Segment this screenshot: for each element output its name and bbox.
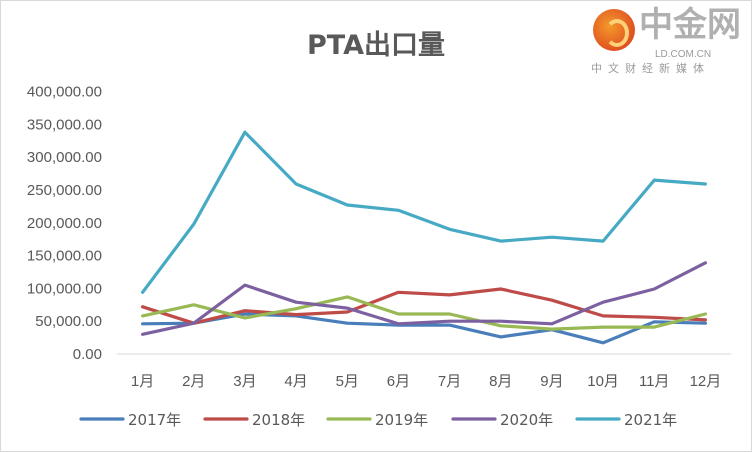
legend-label: 2019年: [375, 411, 428, 429]
legend-label: 2018年: [252, 411, 305, 429]
x-tick-label: 6月: [387, 373, 410, 390]
series-line-2020年: [141, 261, 708, 336]
y-tick-label: 100,000.00: [27, 280, 102, 297]
x-tick-label: 3月: [233, 373, 256, 390]
watermark-url: LD.COM.CN: [655, 49, 712, 60]
x-tick-label: 12月: [690, 373, 722, 390]
x-tick-label: 7月: [438, 373, 461, 390]
watermark-name: 中金网: [639, 5, 741, 45]
x-tick-label: 10月: [587, 373, 619, 390]
y-tick-label: 200,000.00: [27, 215, 102, 232]
series-line-2021年: [141, 130, 708, 294]
series-line-2018年: [141, 287, 708, 325]
y-tick-label: 150,000.00: [27, 248, 102, 265]
y-tick-label: 250,000.00: [27, 182, 102, 199]
x-tick-label: 9月: [540, 373, 563, 390]
x-tick-label: 8月: [489, 373, 512, 390]
legend-label: 2017年: [128, 411, 181, 429]
y-tick-label: 400,000.00: [27, 84, 102, 101]
x-tick-label: 11月: [639, 373, 670, 390]
x-tick-label: 1月: [131, 373, 154, 390]
y-tick-label: 300,000.00: [27, 149, 102, 166]
y-tick-label: 0.00: [73, 346, 102, 363]
watermark-slogan: 中文财经新媒体: [591, 62, 710, 75]
series-line-2019年: [141, 295, 708, 331]
legend-label: 2021年: [624, 411, 677, 429]
x-tick-label: 4月: [284, 373, 307, 390]
chart-title: PTA出口量: [306, 30, 445, 61]
y-tick-label: 350,000.00: [27, 116, 102, 133]
watermark: 中金网 LD.COM.CN 中文财经新媒体: [591, 5, 749, 77]
x-tick-label: 5月: [336, 373, 359, 390]
legend-label: 2020年: [500, 411, 553, 429]
y-tick-label: 50,000.00: [35, 313, 102, 330]
watermark-logo-icon: [593, 9, 635, 51]
x-tick-label: 2月: [182, 373, 205, 390]
